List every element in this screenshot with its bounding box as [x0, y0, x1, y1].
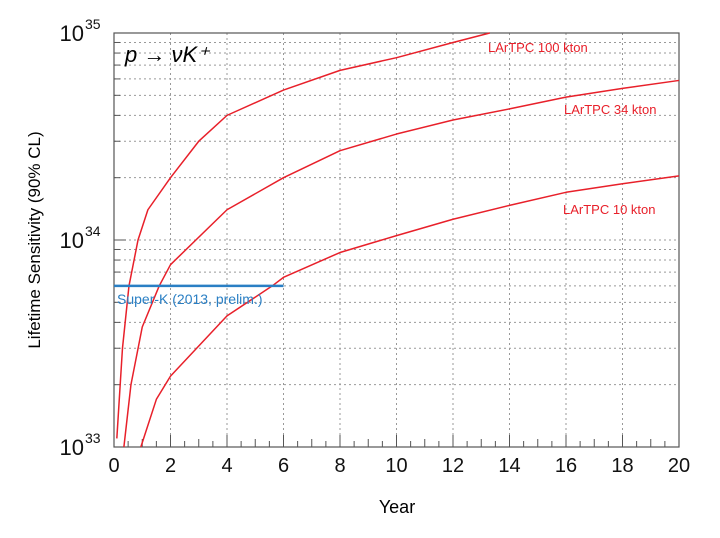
- x-tick-label: 10: [385, 455, 407, 477]
- y-axis-label: Lifetime Sensitivity (90% CL): [25, 131, 44, 348]
- series-line-2: [123, 79, 680, 448]
- series-label-1: LArTPC 100 kton: [488, 40, 588, 55]
- x-tick-label: 0: [108, 455, 119, 477]
- x-tick-label: 16: [555, 455, 577, 477]
- x-tick-label: 6: [278, 455, 289, 477]
- x-axis-label: Year: [379, 497, 415, 517]
- x-tick-label: 8: [334, 455, 345, 477]
- series-group: LArTPC 100 kton LArTPC 34 kton LArTPC 10 k…: [114, 32, 680, 448]
- y-tick-exponent: 33: [85, 430, 101, 446]
- y-tick-label: 10: [60, 228, 84, 253]
- grid: [114, 33, 679, 447]
- reaction-annotation: p → νK⁺: [124, 42, 211, 67]
- x-tick-label: 20: [668, 455, 690, 477]
- series-label-3: LArTPC 10 kton: [563, 202, 656, 217]
- series-line-3: [140, 175, 680, 448]
- series-label-2: LArTPC 34 kton: [564, 102, 657, 117]
- y-tick-label: 10: [60, 435, 84, 460]
- y-tick-exponent: 35: [85, 16, 101, 32]
- x-tick-label: 14: [498, 455, 520, 477]
- x-tick-label: 2: [165, 455, 176, 477]
- series-line-1: [116, 32, 490, 439]
- plot-frame: [113, 32, 680, 448]
- x-tick-label: 12: [442, 455, 464, 477]
- x-tick-label: 4: [221, 455, 232, 477]
- x-tick-label: 18: [611, 455, 633, 477]
- y-tick-exponent: 34: [85, 223, 101, 239]
- series-label-4: Super-K (2013, prelim.): [117, 291, 263, 307]
- y-tick-label: 10: [60, 21, 84, 46]
